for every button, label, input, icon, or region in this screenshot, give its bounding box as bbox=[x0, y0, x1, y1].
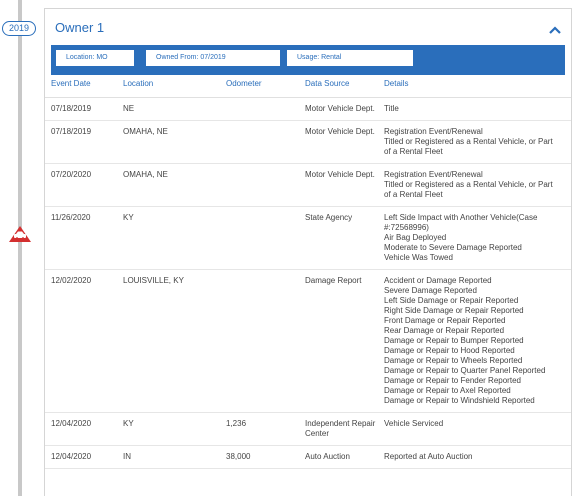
event-source-cell: Independent Repair Center bbox=[305, 412, 384, 446]
owner-location: Location: MO bbox=[56, 50, 134, 66]
event-source-cell: Motor Vehicle Dept. bbox=[305, 97, 384, 121]
event-details-cell: Registration Event/Renewal Titled or Regi… bbox=[384, 163, 571, 207]
event-details-cell: Left Side Impact with Another Vehicle(Ca… bbox=[384, 206, 571, 270]
car-crash-icon bbox=[8, 225, 32, 243]
event-detail-line: Vehicle Serviced bbox=[384, 418, 444, 428]
col-header-location: Location bbox=[123, 75, 226, 98]
event-source-cell: State Agency bbox=[305, 206, 384, 270]
event-detail-line: Moderate to Severe Damage Reported bbox=[384, 242, 522, 252]
owner-card: Owner 1 Location: MO Owned From: 07/2019… bbox=[44, 8, 572, 496]
owner-title: Owner 1 bbox=[55, 20, 105, 35]
event-date-cell: 12/02/2020 bbox=[45, 269, 123, 413]
event-details-cell: Registration Event/Renewal Titled or Regi… bbox=[384, 120, 571, 164]
owner-owned-from: Owned From: 07/2019 bbox=[146, 50, 280, 66]
events-table: Event Date Location Odometer Data Source… bbox=[45, 75, 571, 469]
event-detail-line: Titled or Registered as a Rental Vehicle… bbox=[384, 136, 553, 156]
event-date-cell: 07/20/2020 bbox=[45, 163, 123, 207]
event-detail-line: Registration Event/Renewal bbox=[384, 126, 483, 136]
event-detail-line: Damage or Repair to Axel Reported bbox=[384, 385, 511, 395]
event-odometer-cell bbox=[226, 269, 305, 413]
event-location-cell: KY bbox=[123, 206, 226, 270]
event-detail-line: Damage or Repair to Fender Reported bbox=[384, 375, 521, 385]
event-detail-line: Right Side Damage or Repair Reported bbox=[384, 305, 524, 315]
event-detail-line: Vehicle Was Towed bbox=[384, 252, 453, 262]
owner-usage: Usage: Rental bbox=[287, 50, 413, 66]
event-source-cell: Auto Auction bbox=[305, 445, 384, 469]
event-details-cell: Accident or Damage Reported Severe Damage… bbox=[384, 269, 571, 413]
event-date-cell: 07/18/2019 bbox=[45, 97, 123, 121]
event-location-cell: KY bbox=[123, 412, 226, 446]
event-odometer-cell: 1,236 bbox=[226, 412, 305, 446]
event-detail-line: Rear Damage or Repair Reported bbox=[384, 325, 505, 335]
event-details-cell: Reported at Auto Auction bbox=[384, 445, 571, 469]
event-detail-line: Titled or Registered as a Rental Vehicle… bbox=[384, 179, 553, 199]
event-detail-line: Damage or Repair to Bumper Reported bbox=[384, 335, 524, 345]
event-location-cell: OMAHA, NE bbox=[123, 163, 226, 207]
event-detail-line: Severe Damage Reported bbox=[384, 285, 477, 295]
event-date-cell: 07/18/2019 bbox=[45, 120, 123, 164]
event-detail-line: Front Damage or Repair Reported bbox=[384, 315, 506, 325]
event-source-cell: Motor Vehicle Dept. bbox=[305, 120, 384, 164]
event-detail-line: Registration Event/Renewal bbox=[384, 169, 483, 179]
event-detail-line: Air Bag Deployed bbox=[384, 232, 447, 242]
event-detail-line: Reported at Auto Auction bbox=[384, 451, 473, 461]
event-detail-line: Damage or Repair to Windshield Reported bbox=[384, 395, 535, 405]
table-row: 07/18/2019 OMAHA, NE Motor Vehicle Dept. Re… bbox=[45, 120, 571, 164]
event-odometer-cell bbox=[226, 163, 305, 207]
event-source-cell: Damage Report bbox=[305, 269, 384, 413]
table-row: 12/04/2020 IN 38,000 Auto Auction Reported a… bbox=[45, 445, 571, 469]
event-location-cell: NE bbox=[123, 97, 226, 121]
col-header-details: Details bbox=[384, 75, 571, 98]
table-row: 12/04/2020 KY 1,236 Independent Repair Cent… bbox=[45, 412, 571, 446]
chevron-up-icon[interactable] bbox=[549, 22, 561, 34]
event-detail-line: Damage or Repair to Quarter Panel Report… bbox=[384, 365, 546, 375]
year-badge: 2019 bbox=[2, 21, 36, 36]
col-header-event-date: Event Date bbox=[45, 75, 123, 98]
event-detail-line: Accident or Damage Reported bbox=[384, 275, 492, 285]
event-odometer-cell bbox=[226, 206, 305, 270]
event-source-cell: Motor Vehicle Dept. bbox=[305, 163, 384, 207]
event-date-cell: 11/26/2020 bbox=[45, 206, 123, 270]
events-body: 07/18/2019 NE Motor Vehicle Dept. Title 07/1… bbox=[45, 97, 571, 469]
events-header-row: Event Date Location Odometer Data Source… bbox=[45, 75, 571, 98]
event-location-cell: LOUISVILLE, KY bbox=[123, 269, 226, 413]
col-header-odometer: Odometer bbox=[226, 75, 305, 98]
owner-info-bar: Location: MO Owned From: 07/2019 Usage: … bbox=[51, 45, 565, 75]
col-header-data-source: Data Source bbox=[305, 75, 384, 98]
event-detail-line: Title bbox=[384, 103, 399, 113]
event-date-cell: 12/04/2020 bbox=[45, 412, 123, 446]
timeline-line bbox=[18, 0, 22, 496]
event-odometer-cell bbox=[226, 120, 305, 164]
event-odometer-cell bbox=[226, 97, 305, 121]
event-details-cell: Vehicle Serviced bbox=[384, 412, 571, 446]
event-location-cell: OMAHA, NE bbox=[123, 120, 226, 164]
table-row: 07/18/2019 NE Motor Vehicle Dept. Title bbox=[45, 97, 571, 121]
event-odometer-cell: 38,000 bbox=[226, 445, 305, 469]
event-location-cell: IN bbox=[123, 445, 226, 469]
event-detail-line: Left Side Damage or Repair Reported bbox=[384, 295, 519, 305]
table-row: 12/02/2020 LOUISVILLE, KY Damage Report Acc… bbox=[45, 269, 571, 413]
event-details-cell: Title bbox=[384, 97, 571, 121]
event-detail-line: Damage or Repair to Wheels Reported bbox=[384, 355, 523, 365]
event-date-cell: 12/04/2020 bbox=[45, 445, 123, 469]
event-detail-line: Damage or Repair to Hood Reported bbox=[384, 345, 515, 355]
owner-card-header[interactable]: Owner 1 bbox=[45, 9, 571, 43]
event-detail-line: Left Side Impact with Another Vehicle(Ca… bbox=[384, 212, 538, 232]
table-row: 11/26/2020 KY State Agency Left Side Impact… bbox=[45, 206, 571, 270]
table-row: 07/20/2020 OMAHA, NE Motor Vehicle Dept. Re… bbox=[45, 163, 571, 207]
